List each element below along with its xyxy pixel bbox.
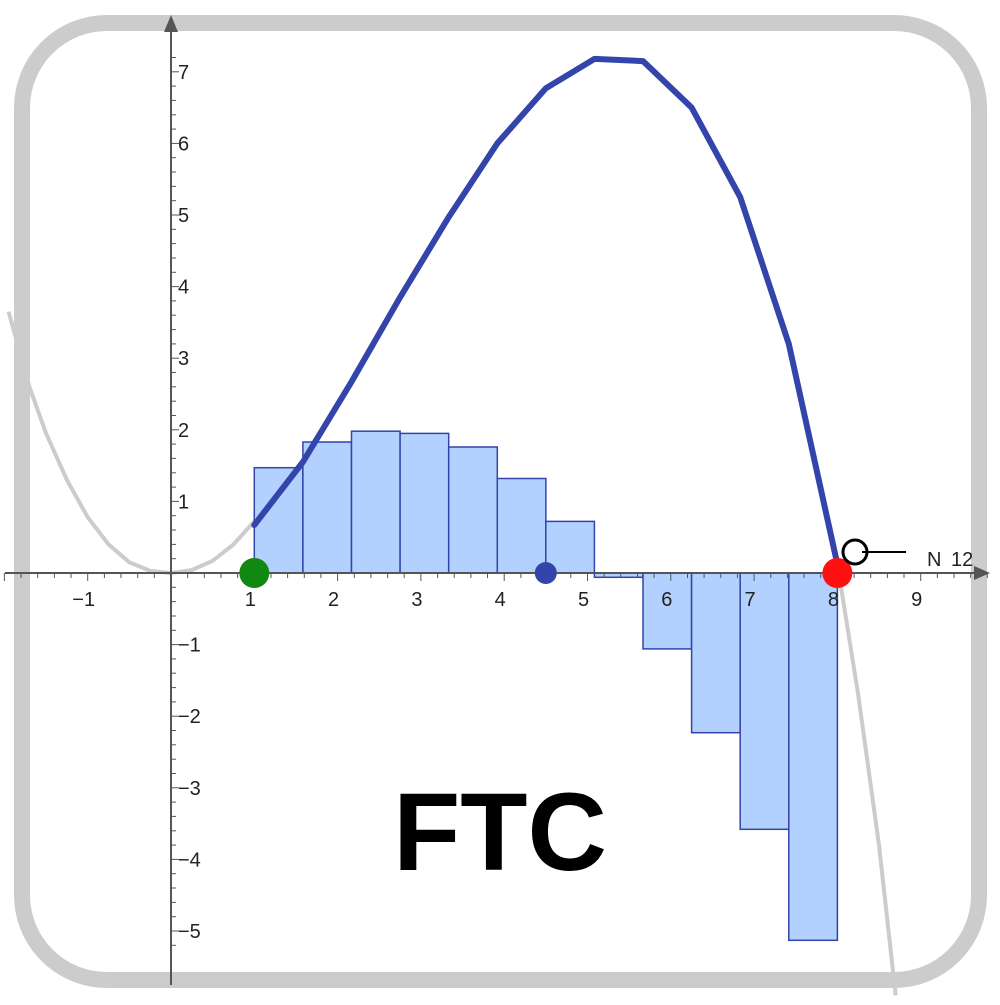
riemann-bar xyxy=(739,572,790,831)
y-tick-label: −1 xyxy=(178,635,201,657)
x-tick-label: 8 xyxy=(828,589,839,611)
end-point[interactable] xyxy=(822,558,853,588)
x-tick-label: 9 xyxy=(911,589,922,611)
riemann-bar xyxy=(496,477,547,574)
rounded-frame xyxy=(14,15,987,988)
x-tick-label: 4 xyxy=(495,589,506,611)
x-tick-label: 2 xyxy=(328,589,339,611)
riemann-bar xyxy=(302,441,353,574)
background-curve-left xyxy=(6,311,277,575)
riemann-bar xyxy=(350,430,401,574)
slider-label: N xyxy=(927,549,941,571)
y-axis-arrow xyxy=(164,15,178,32)
x-tick-label: 3 xyxy=(411,589,422,611)
y-tick-label: −4 xyxy=(178,849,201,871)
y-tick-label: 7 xyxy=(178,62,189,84)
y-tick-label: −3 xyxy=(178,778,201,800)
y-tick-label: −5 xyxy=(178,921,201,943)
sample-point[interactable] xyxy=(534,562,557,584)
x-tick-label: −1 xyxy=(72,589,95,611)
y-tick-label: 5 xyxy=(178,205,189,227)
riemann-bar xyxy=(642,572,693,650)
title-label: FTC xyxy=(393,771,607,894)
y-tick-label: 4 xyxy=(178,277,189,299)
y-tick-label: 1 xyxy=(178,491,189,513)
y-tick-label: 6 xyxy=(178,133,189,155)
background-curve-right xyxy=(835,564,898,996)
riemann-bar xyxy=(690,572,741,734)
riemann-bar xyxy=(788,572,839,942)
integral-curve xyxy=(251,55,841,568)
slider-value: 12 xyxy=(951,549,973,571)
x-axis-arrow xyxy=(974,566,990,580)
y-tick-label: −2 xyxy=(178,706,201,728)
y-tick-label: 2 xyxy=(178,420,189,442)
x-tick-label: 6 xyxy=(661,589,672,611)
y-tick-label: 3 xyxy=(178,348,189,370)
start-point[interactable] xyxy=(239,558,270,588)
x-tick-label: 5 xyxy=(578,589,589,611)
x-tick-label: 7 xyxy=(745,589,756,611)
riemann-bar xyxy=(399,432,450,574)
riemann-bar xyxy=(447,446,499,574)
x-tick-label: 1 xyxy=(245,589,256,611)
